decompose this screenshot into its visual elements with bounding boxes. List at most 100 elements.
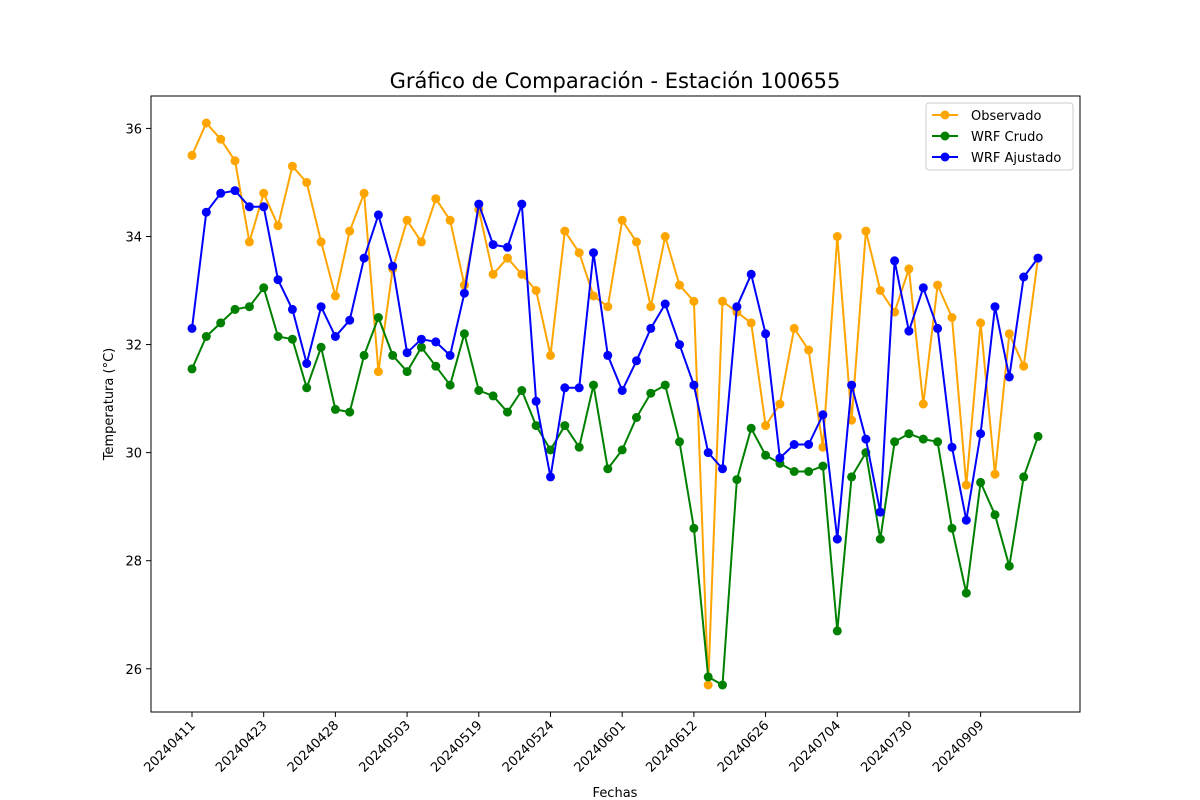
data-point: [775, 453, 785, 463]
data-point: [789, 323, 799, 333]
data-point: [287, 161, 297, 171]
legend-marker: [940, 110, 950, 120]
x-axis: 20240411 20240423 20240428 20240503 20240519…: [141, 712, 987, 776]
data-point: [546, 445, 555, 455]
data-point: [589, 248, 598, 258]
data-point: [990, 302, 1000, 312]
legend: Observado WRF Crudo WRF Ajustado: [925, 102, 1074, 171]
data-point: [703, 448, 713, 458]
data-point: [187, 150, 197, 160]
data-point: [961, 515, 971, 525]
data-point: [1033, 431, 1043, 441]
data-point: [302, 359, 312, 368]
data-point: [1004, 329, 1014, 339]
data-point: [746, 318, 756, 328]
data-point: [574, 383, 584, 393]
data-point: [918, 399, 928, 409]
data-point: [445, 380, 455, 390]
data-point: [961, 480, 971, 490]
data-point: [933, 437, 943, 447]
x-tick-label: 20240503: [357, 718, 414, 775]
data-point: [675, 437, 684, 447]
data-point: [503, 253, 512, 263]
data-point: [359, 350, 369, 360]
data-point: [947, 313, 957, 322]
data-point: [244, 202, 254, 212]
plot-frame: [150, 95, 1081, 713]
data-point: [632, 413, 641, 422]
data-point: [933, 280, 943, 290]
data-point: [933, 323, 943, 333]
data-point: [890, 256, 900, 266]
y-tick-label: 28: [125, 555, 142, 570]
data-point: [488, 240, 498, 250]
series-1: [187, 283, 1043, 690]
data-point: [373, 313, 383, 322]
data-point: [416, 342, 426, 352]
data-point: [416, 237, 426, 247]
data-point: [216, 134, 226, 144]
data-point: [947, 442, 957, 452]
data-point: [718, 296, 727, 306]
data-point: [259, 283, 269, 293]
data-point: [431, 337, 441, 347]
data-point: [703, 672, 713, 682]
y-tick-label: 32: [125, 339, 142, 354]
data-point: [187, 323, 197, 333]
x-tick-label: 20240524: [500, 718, 557, 775]
data-point: [287, 334, 297, 344]
x-tick-label: 20240704: [787, 718, 844, 775]
data-point: [488, 269, 498, 279]
data-point: [316, 342, 326, 352]
data-point: [359, 188, 369, 198]
data-point: [259, 202, 269, 212]
data-point: [474, 386, 484, 395]
data-point: [732, 302, 742, 312]
y-axis: 26 28 30 32 34 36: [125, 122, 151, 678]
data-point: [961, 588, 971, 598]
data-point: [388, 261, 398, 271]
data-point: [746, 269, 756, 279]
data-point: [746, 423, 756, 433]
data-point: [402, 348, 412, 358]
legend-box: [925, 102, 1074, 171]
data-point: [359, 253, 369, 263]
data-point: [646, 302, 656, 312]
legend-marker: [940, 131, 950, 141]
y-tick-label: 34: [125, 230, 142, 245]
data-point: [976, 429, 986, 439]
data-point: [646, 388, 656, 398]
data-point: [603, 464, 613, 474]
data-point: [660, 380, 670, 390]
data-point: [273, 221, 283, 231]
data-point: [531, 421, 541, 431]
data-point: [216, 318, 226, 328]
data-point: [861, 434, 871, 444]
data-point: [459, 288, 469, 298]
data-point: [675, 280, 684, 290]
data-point: [804, 467, 814, 476]
data-point: [847, 472, 857, 482]
data-point: [875, 286, 885, 295]
data-point: [230, 156, 240, 166]
x-tick-label: 20240411: [141, 718, 198, 775]
data-point: [431, 194, 441, 204]
data-point: [660, 232, 670, 241]
data-point: [660, 299, 670, 309]
x-tick-label: 20240730: [858, 718, 915, 775]
data-point: [818, 461, 828, 471]
x-tick-label: 20240423: [213, 718, 270, 775]
data-point: [1019, 472, 1029, 482]
data-point: [517, 199, 527, 209]
data-point: [818, 442, 828, 452]
x-tick-label: 20240519: [428, 718, 485, 775]
data-point: [904, 264, 914, 274]
data-point: [589, 380, 598, 390]
x-tick-label: 20240428: [285, 718, 342, 775]
series-line: [191, 189, 1039, 541]
series-2: [187, 186, 1043, 544]
x-axis-title: Fechas: [593, 786, 638, 800]
data-point: [632, 237, 641, 247]
data-point: [761, 329, 771, 339]
